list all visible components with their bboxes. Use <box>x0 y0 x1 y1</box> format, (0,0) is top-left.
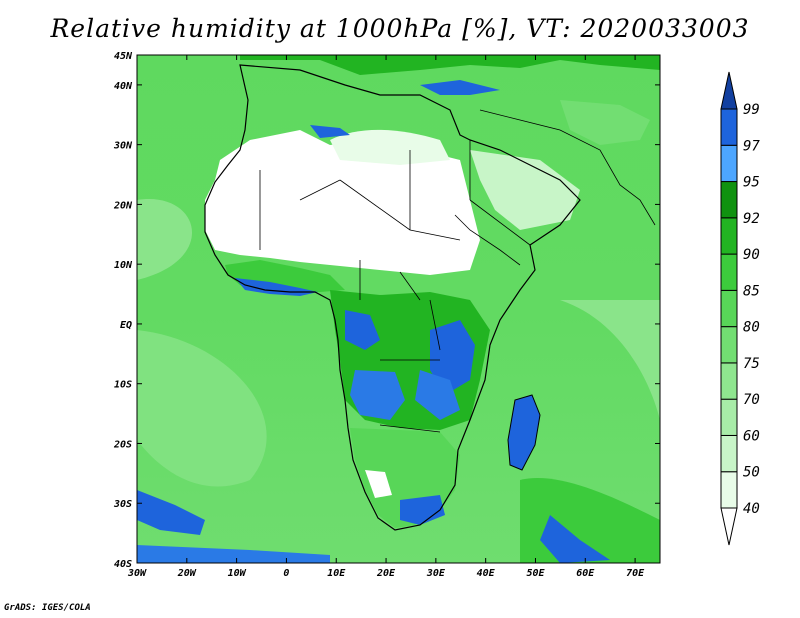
colorbar-label: 90 <box>743 247 760 263</box>
ocean-band <box>137 330 267 487</box>
mediterranean-moist <box>310 125 350 138</box>
arabia-dry <box>470 150 580 230</box>
lon-tick-label: 30E <box>426 568 446 579</box>
lat-tick-label: 10N <box>114 260 133 271</box>
colorbar-label: 40 <box>743 501 760 517</box>
colorbar-swatch <box>720 326 738 364</box>
lon-tick-label: 20W <box>177 568 197 579</box>
angola-moist <box>350 370 405 420</box>
madagascar <box>508 395 540 470</box>
colorbar-label: 80 <box>743 320 760 336</box>
country-borders <box>259 140 471 433</box>
colorbar-swatch <box>720 253 738 291</box>
colorbar-swatch <box>720 144 738 183</box>
kalahari-dry <box>365 470 392 498</box>
red-sea-outline <box>454 199 531 266</box>
south-atlantic-moist <box>137 490 205 535</box>
colorbar-swatch <box>720 471 738 509</box>
lon-tick-label: 30W <box>127 568 147 579</box>
europe-moist <box>240 55 660 75</box>
south-coast-moist <box>400 495 445 525</box>
latitude-axis: 45N 40N 30N 20N 10N EQ 10S 20S 30S 40S <box>113 51 660 570</box>
africa-coastline <box>204 64 581 531</box>
colorbar-swatch <box>720 289 738 328</box>
lat-tick-label: 10S <box>114 380 132 391</box>
colorbar-label: 75 <box>743 356 760 372</box>
lon-tick-label: 10E <box>327 568 346 579</box>
colorbar-extend-low <box>720 507 738 546</box>
map-title: Relative humidity at 1000hPa [%], VT: 20… <box>50 14 750 43</box>
colorbar-label: 60 <box>743 428 760 444</box>
colorbar-extend-high <box>720 71 738 110</box>
indian-ocean-moist <box>540 515 610 563</box>
lon-tick-label: 10W <box>228 568 247 579</box>
colorbar: 40 50 60 70 75 80 85 90 92 95 97 99 <box>720 71 760 546</box>
colorbar-label: 70 <box>743 392 760 408</box>
lat-tick-label: 40S <box>114 559 132 570</box>
colorbar-swatch <box>720 362 738 400</box>
colorbar-label: 95 <box>743 175 760 191</box>
colorbar-swatch <box>720 398 738 436</box>
colorbar-label: 97 <box>743 138 760 154</box>
southern-ocean-moist <box>137 545 330 563</box>
map-area <box>137 55 660 563</box>
lat-tick-label: EQ <box>120 320 132 331</box>
colorbar-label: 85 <box>743 283 760 299</box>
lon-tick-label: 20E <box>376 568 396 579</box>
black-sea-moist <box>420 80 500 95</box>
grads-credit: GrADS: IGES/COLA <box>4 603 91 613</box>
dry-fringe <box>330 129 450 165</box>
lat-tick-label: 30N <box>113 141 133 152</box>
colorbar-label: 92 <box>743 211 760 227</box>
lat-tick-label: 40N <box>114 81 133 92</box>
lat-tick-label: 45N <box>114 51 133 62</box>
lon-tick-label: 70E <box>626 568 645 579</box>
colorbar-label: 99 <box>743 102 760 118</box>
lon-tick-label: 50E <box>526 568 545 579</box>
ocean-band <box>137 199 193 280</box>
zambezi-moist <box>415 370 460 420</box>
colorbar-swatch <box>720 181 738 219</box>
colorbar-swatch <box>720 108 738 146</box>
madagascar-coastline <box>507 394 541 471</box>
lon-tick-label: 0 <box>283 568 289 579</box>
east-africa-moist <box>430 320 475 395</box>
lon-tick-label: 40E <box>477 568 496 579</box>
ocean-band <box>560 300 660 420</box>
lat-tick-label: 30S <box>113 499 132 510</box>
lon-tick-label: 60E <box>576 568 595 579</box>
iran-region <box>560 100 650 145</box>
colorbar-swatch <box>720 217 738 255</box>
asia-coastline <box>479 109 656 226</box>
longitude-axis: 30W 20W 10W 0 10E 20E 30E 40E 50E 60E 70E <box>127 55 645 579</box>
map-frame <box>136 54 661 564</box>
colorbar-label: 50 <box>743 465 760 481</box>
colorbar-swatch <box>720 434 738 473</box>
sahara-dry-area <box>205 130 480 275</box>
lat-tick-label: 20S <box>113 439 132 450</box>
congo-moist <box>345 310 380 350</box>
lat-tick-label: 20N <box>113 200 133 211</box>
